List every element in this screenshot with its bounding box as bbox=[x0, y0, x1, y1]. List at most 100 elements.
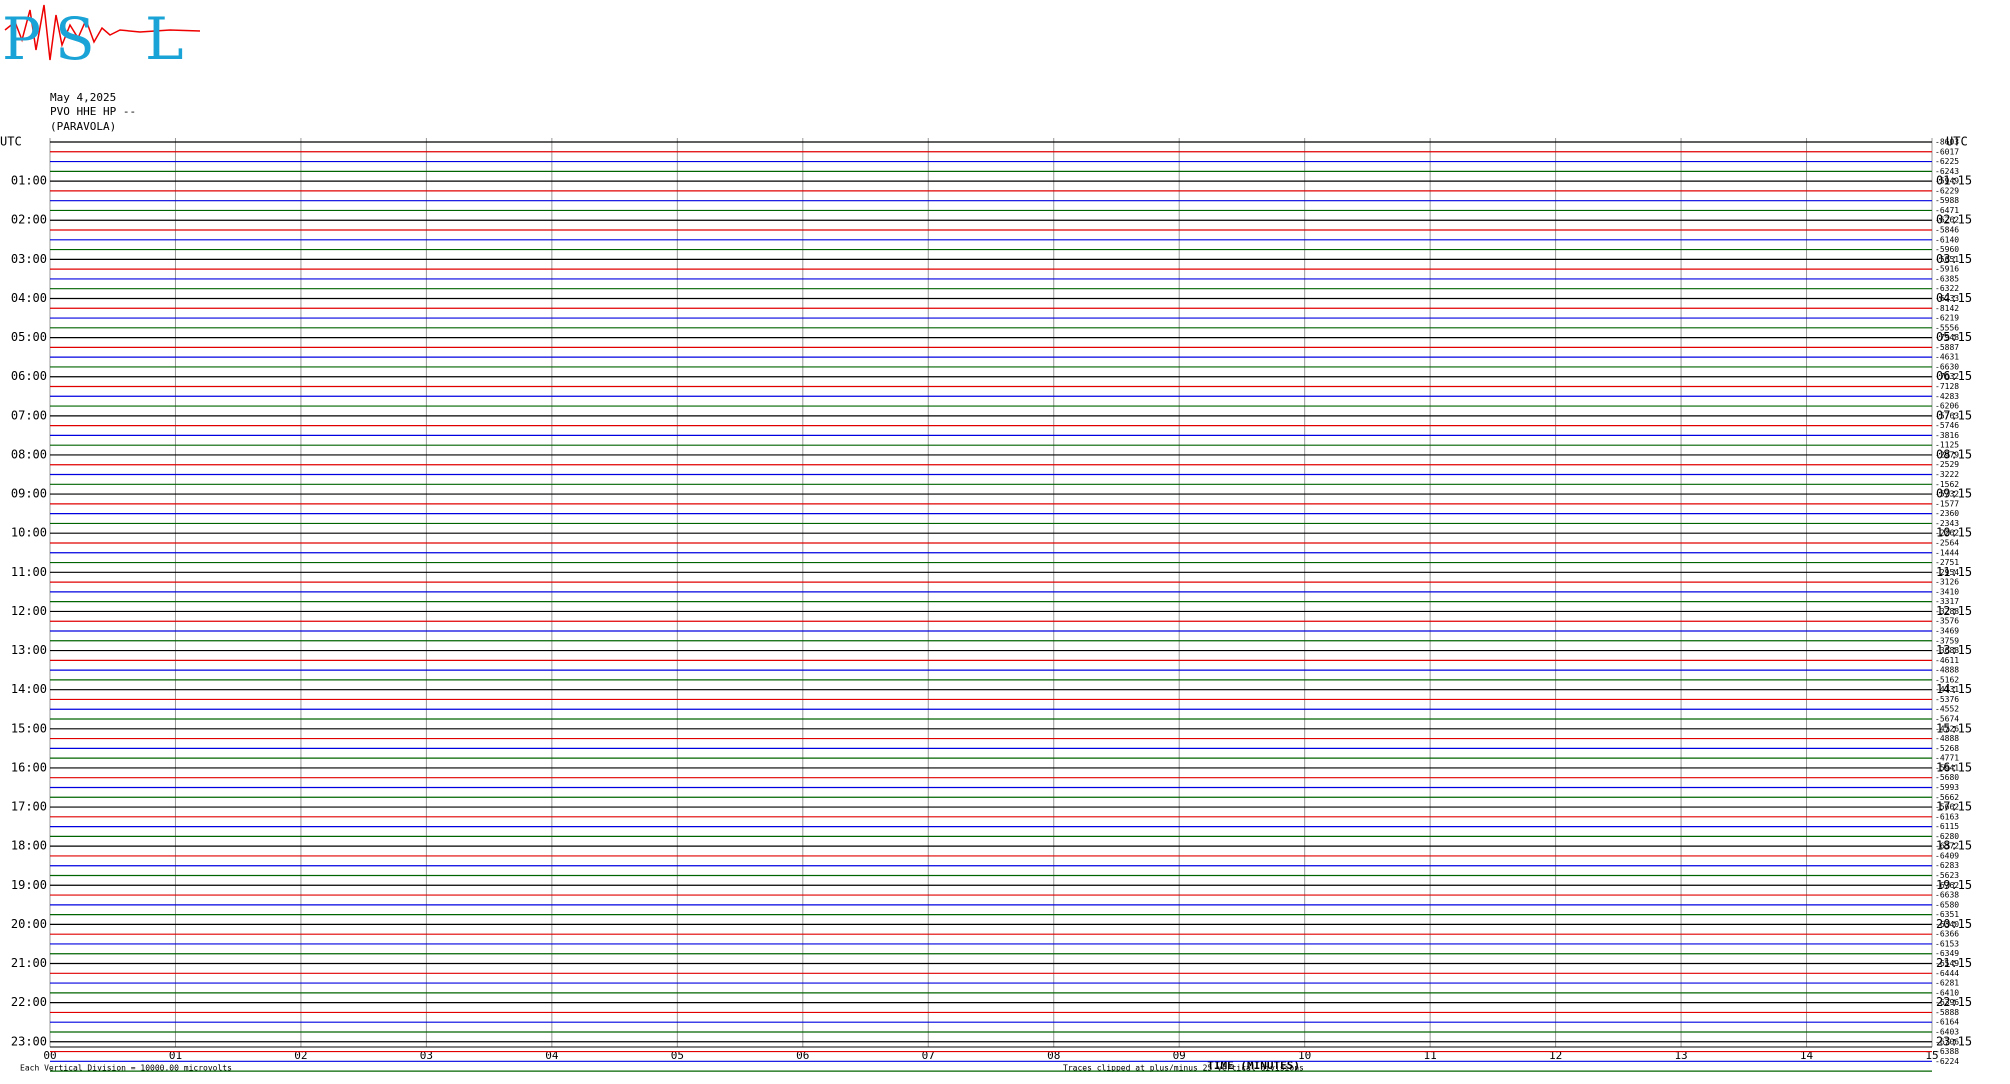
trace-offset: -2954 bbox=[1935, 568, 1959, 577]
x-tick-label: 15 bbox=[1925, 1049, 1938, 1062]
x-tick-label: 07 bbox=[922, 1049, 935, 1062]
trace-offset: -4552 bbox=[1935, 705, 1959, 714]
trace-offset: -1444 bbox=[1935, 548, 1959, 557]
hour-label: 02:15 bbox=[1936, 213, 1972, 227]
trace-offset: -6017 bbox=[1935, 147, 1959, 156]
trace-offset: -6403 bbox=[1935, 1027, 1959, 1036]
trace-offset: -6638 bbox=[1935, 891, 1959, 900]
hour-label: 05:00 bbox=[11, 330, 47, 344]
trace-offset: -5949 bbox=[1935, 177, 1959, 186]
trace-offset: -6243 bbox=[1935, 167, 1959, 176]
trace-offset: -5662 bbox=[1935, 803, 1959, 812]
trace-offset: -5162 bbox=[1935, 675, 1959, 684]
date: May 4,2025 bbox=[50, 91, 116, 104]
hour-label: 22:00 bbox=[11, 995, 47, 1009]
trace-offset: -6630 bbox=[1935, 362, 1959, 371]
hour-label: 21:00 bbox=[11, 956, 47, 970]
hour-label: 12:15 bbox=[1936, 604, 1972, 618]
trace-offset: -6283 bbox=[1935, 861, 1959, 870]
trace-offset: -2564 bbox=[1935, 538, 1959, 547]
logo-letter: P bbox=[2, 5, 41, 73]
trace-offset: -3410 bbox=[1935, 587, 1959, 596]
hour-label: 01:15 bbox=[1936, 174, 1972, 188]
trace-offset: -7128 bbox=[1935, 382, 1959, 391]
hour-label: 09:00 bbox=[11, 487, 47, 501]
left-axis-title: UTC bbox=[0, 135, 22, 149]
trace-offset: -4283 bbox=[1935, 392, 1959, 401]
trace-offset: -5376 bbox=[1935, 695, 1959, 704]
logo-letter: L bbox=[145, 5, 184, 73]
trace-offset: -4771 bbox=[1935, 754, 1959, 763]
x-tick-label: 10 bbox=[1298, 1049, 1311, 1062]
trace-offset: -6410 bbox=[1935, 988, 1959, 997]
hour-label: 10:00 bbox=[11, 526, 47, 540]
x-axis-title: TIME (MINUTES) bbox=[1207, 1059, 1300, 1072]
trace-offset: -4888 bbox=[1935, 734, 1959, 743]
x-tick-label: 09 bbox=[1173, 1049, 1186, 1062]
hour-label: 18:15 bbox=[1936, 839, 1972, 853]
hour-label: 19:15 bbox=[1936, 878, 1972, 892]
trace-offset: -6340 bbox=[1935, 920, 1959, 929]
hour-label: 04:15 bbox=[1936, 291, 1972, 305]
logo-letter: S bbox=[55, 5, 95, 73]
trace-offset: -6385 bbox=[1935, 274, 1959, 283]
hour-label: 12:00 bbox=[11, 604, 47, 618]
x-tick-label: 13 bbox=[1674, 1049, 1687, 1062]
trace-offset: -6140 bbox=[1935, 235, 1959, 244]
trace-offset: -5662 bbox=[1935, 793, 1959, 802]
hour-label: 22:15 bbox=[1936, 995, 1972, 1009]
trace-offset: -6388 bbox=[1935, 1047, 1959, 1056]
trace-offset: -1577 bbox=[1935, 499, 1959, 508]
hour-label: 02:00 bbox=[11, 213, 47, 227]
hour-label: 15:15 bbox=[1936, 721, 1972, 735]
trace-offset: -1562 bbox=[1935, 480, 1959, 489]
trace-offset: -6153 bbox=[1935, 939, 1959, 948]
hour-label: 16:15 bbox=[1936, 760, 1972, 774]
x-tick-label: 04 bbox=[545, 1049, 559, 1062]
hour-label: 19:00 bbox=[11, 878, 47, 892]
trace-offset: -6322 bbox=[1935, 284, 1959, 293]
trace-offset: -5623 bbox=[1935, 871, 1959, 880]
hour-label: 07:15 bbox=[1936, 408, 1972, 422]
hour-label: 21:15 bbox=[1936, 956, 1972, 970]
footer-left: Each Vertical Division = 10000.00 microv… bbox=[20, 1064, 232, 1073]
hour-label: 06:15 bbox=[1936, 369, 1972, 383]
trace-offset: -5556 bbox=[1935, 323, 1959, 332]
trace-offset: -3288 bbox=[1935, 607, 1959, 616]
station: PVO HHE HP -- bbox=[50, 105, 136, 118]
trace-offset: -8603 bbox=[1935, 138, 1959, 147]
trace-offset: -3222 bbox=[1935, 470, 1959, 479]
trace-offset: -7948 bbox=[1935, 333, 1959, 342]
trace-offset: -6219 bbox=[1935, 314, 1959, 323]
hour-label: 09:15 bbox=[1936, 487, 1972, 501]
trace-offset: -2751 bbox=[1935, 558, 1959, 567]
trace-offset: -5732 bbox=[1935, 490, 1959, 499]
trace-offset: -6233 bbox=[1935, 294, 1959, 303]
hour-label: 11:00 bbox=[11, 565, 47, 579]
logo: P S L bbox=[2, 4, 201, 73]
x-tick-label: 03 bbox=[420, 1049, 433, 1062]
hour-label: 07:00 bbox=[11, 408, 47, 422]
hour-label: 08:00 bbox=[11, 447, 47, 461]
trace-offset: -5746 bbox=[1935, 421, 1959, 430]
trace-offset: -6444 bbox=[1935, 969, 1959, 978]
x-tick-label: 06 bbox=[796, 1049, 809, 1062]
trace-offset: -6762 bbox=[1935, 881, 1959, 890]
trace-offset: -6281 bbox=[1935, 979, 1959, 988]
x-tick-label: 14 bbox=[1800, 1049, 1814, 1062]
logo-scribble bbox=[4, 4, 201, 61]
hour-label: 05:15 bbox=[1936, 330, 1972, 344]
trace-offset: -4631 bbox=[1935, 353, 1959, 362]
trace-offset: -6471 bbox=[1935, 206, 1959, 215]
trace-offset: -6549 bbox=[1935, 959, 1959, 968]
hour-label: 23:15 bbox=[1936, 1034, 1972, 1048]
hour-label: 20:00 bbox=[11, 917, 47, 931]
x-tick-label: 01 bbox=[169, 1049, 182, 1062]
x-tick-label: 05 bbox=[671, 1049, 684, 1062]
hour-label: 18:00 bbox=[11, 839, 47, 853]
hour-label: 16:00 bbox=[11, 760, 47, 774]
trace-offset: -2360 bbox=[1935, 509, 1959, 518]
hour-label: 14:00 bbox=[11, 682, 47, 696]
trace-offset: -3759 bbox=[1935, 636, 1959, 645]
